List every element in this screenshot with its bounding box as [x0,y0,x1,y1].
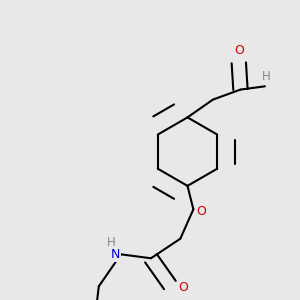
Text: O: O [196,206,206,218]
Text: H: H [262,70,271,83]
Text: O: O [178,281,188,294]
Text: N: N [110,248,120,261]
Text: H: H [107,236,116,249]
Text: O: O [234,44,244,57]
